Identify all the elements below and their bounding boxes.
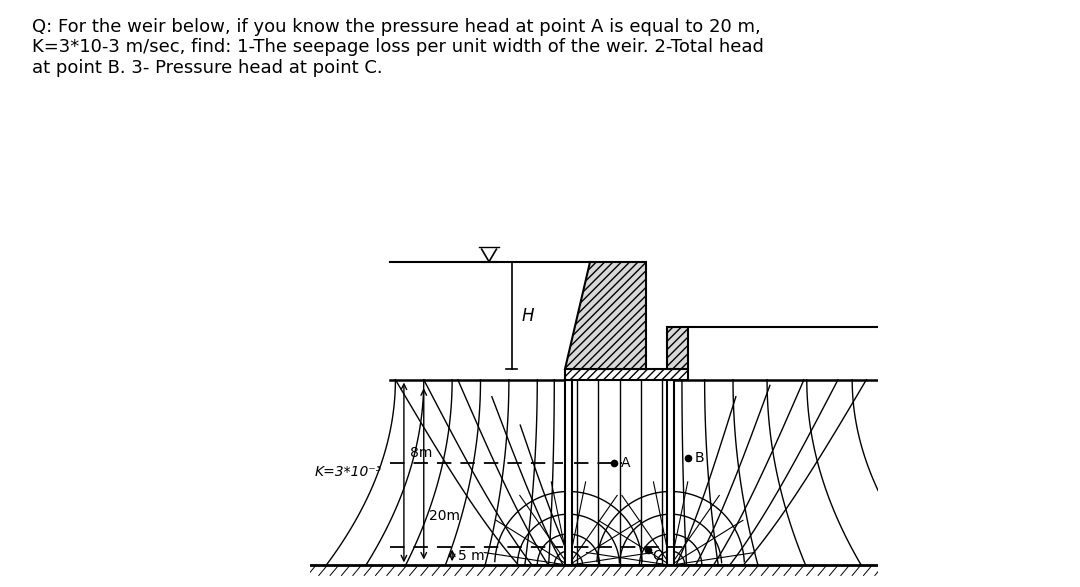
Text: Q: For the weir below, if you know the pressure head at point A is equal to 20 m: Q: For the weir below, if you know the p… [32, 18, 765, 77]
Text: K=3*10⁻³: K=3*10⁻³ [315, 465, 382, 480]
Text: 8m: 8m [409, 446, 432, 460]
Text: B: B [694, 450, 704, 464]
Polygon shape [565, 262, 646, 369]
Text: H: H [522, 306, 535, 325]
Text: 5 m: 5 m [458, 549, 485, 563]
Text: C: C [652, 549, 662, 564]
Polygon shape [667, 327, 688, 369]
Text: 20m: 20m [430, 509, 460, 523]
Polygon shape [667, 380, 674, 565]
Polygon shape [565, 380, 572, 565]
Text: A: A [621, 456, 630, 470]
Polygon shape [565, 369, 688, 380]
